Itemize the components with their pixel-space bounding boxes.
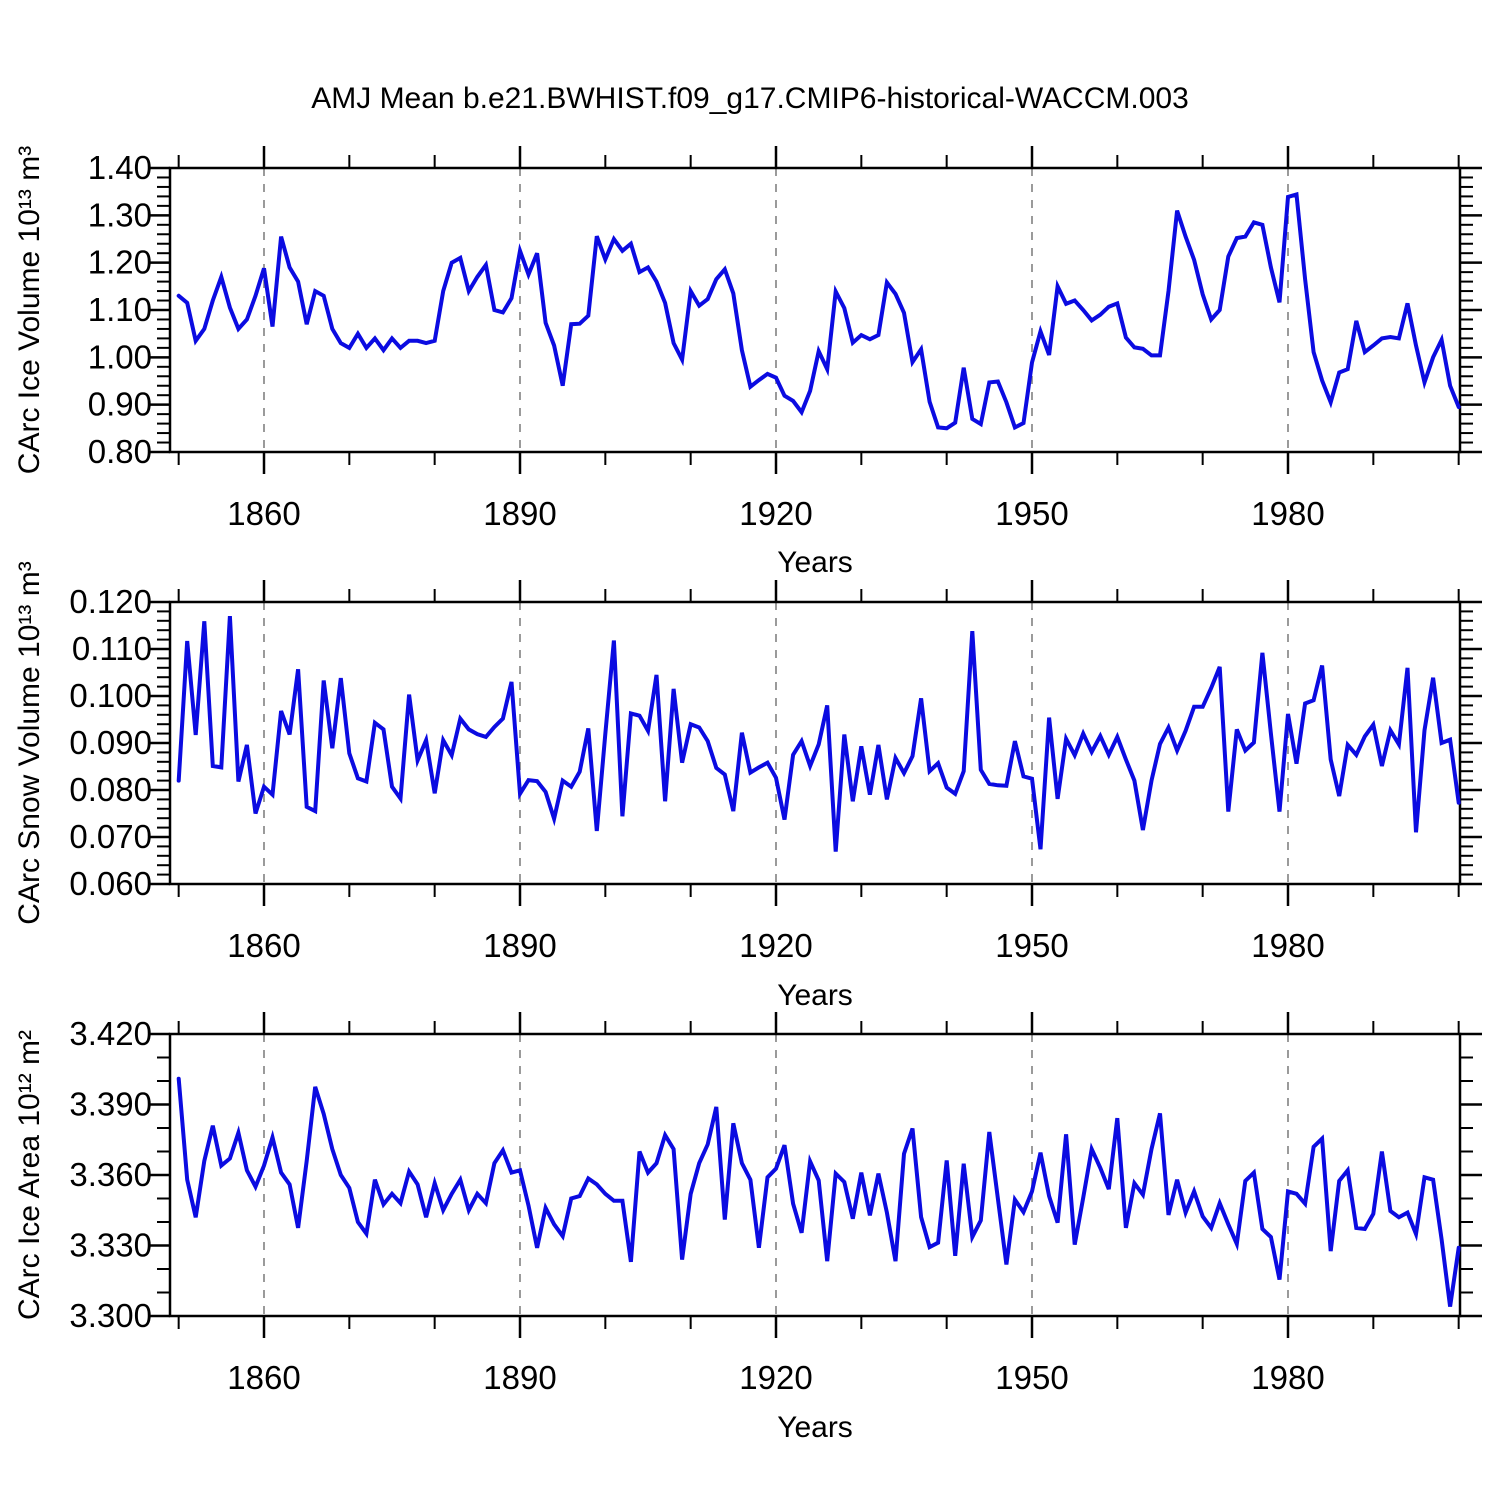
y-tick-label: 0.060 xyxy=(69,865,152,902)
ice-area-series xyxy=(176,1076,1461,1307)
ice-volume-panel: 1860 1890 1920 1950 1980 0.80 0.90 1.00 1.10 1.20… xyxy=(88,146,1482,532)
y-tick-label: 0.090 xyxy=(69,724,152,761)
x-tick-label: 1950 xyxy=(995,927,1068,964)
y-tick-label: 3.360 xyxy=(69,1156,152,1193)
ice-volume-x-axis-label: Years xyxy=(777,546,853,579)
figure-title: AMJ Mean b.e21.BWHIST.f09_g17.CMIP6-hist… xyxy=(311,82,1189,115)
ice-volume-y-axis-label: CArc Ice Volume 10¹³ m³ xyxy=(13,145,46,475)
x-tick-label: 1980 xyxy=(1251,1359,1324,1396)
y-tick-label: 1.00 xyxy=(88,338,152,375)
x-tick-label: 1980 xyxy=(1251,927,1324,964)
x-tick-label: 1920 xyxy=(739,495,812,532)
y-tick-label: 0.120 xyxy=(69,583,152,620)
snow-volume-panel: 1860 1890 1920 1950 1980 0.060 0.070 0.080 0.090… xyxy=(69,580,1482,964)
ice-volume-series xyxy=(176,191,1461,431)
ice-area-y-axis-label: CArc Ice Area 10¹² m² xyxy=(13,1029,46,1321)
snow-volume-y-axis-label: CArc Snow Volume 10¹³ m³ xyxy=(13,561,46,925)
y-tick-label: 3.330 xyxy=(69,1227,152,1264)
x-tick-label: 1890 xyxy=(483,495,556,532)
y-tick-label: 1.40 xyxy=(88,149,152,186)
x-tick-label: 1890 xyxy=(483,1359,556,1396)
x-tick-label: 1980 xyxy=(1251,495,1324,532)
y-tick-label: 1.30 xyxy=(88,196,152,233)
axes-box xyxy=(168,1032,1462,1318)
y-tick-label: 3.300 xyxy=(69,1297,152,1334)
x-tick-label: 1950 xyxy=(995,1359,1068,1396)
x-tick-label: 1860 xyxy=(227,495,300,532)
x-tick-label: 1920 xyxy=(739,927,812,964)
y-tick-label: 1.20 xyxy=(88,244,152,281)
y-tick-label: 1.10 xyxy=(88,291,152,328)
y-tick-label: 0.070 xyxy=(69,818,152,855)
ice-area-panel: 1860 1890 1920 1950 1980 3.300 3.330 3.360 3.390… xyxy=(69,1012,1482,1396)
y-tick-label: 0.100 xyxy=(69,677,152,714)
x-tick-label: 1890 xyxy=(483,927,556,964)
y-tick-label: 3.390 xyxy=(69,1086,152,1123)
x-tick-label: 1860 xyxy=(227,1359,300,1396)
x-tick-label: 1860 xyxy=(227,927,300,964)
y-tick-label: 0.90 xyxy=(88,386,152,423)
y-tick-label: 3.420 xyxy=(69,1015,152,1052)
y-tick-label: 0.110 xyxy=(72,630,152,667)
ice-area-x-axis-label: Years xyxy=(777,1411,853,1444)
snow-volume-x-axis-label: Years xyxy=(777,979,853,1012)
x-tick-label: 1920 xyxy=(739,1359,812,1396)
y-tick-label: 0.080 xyxy=(69,771,152,808)
y-tick-label: 0.80 xyxy=(88,433,152,470)
axes-box xyxy=(168,166,1462,454)
snow-volume-series xyxy=(176,615,1461,852)
axes-box xyxy=(168,600,1462,886)
x-tick-label: 1950 xyxy=(995,495,1068,532)
